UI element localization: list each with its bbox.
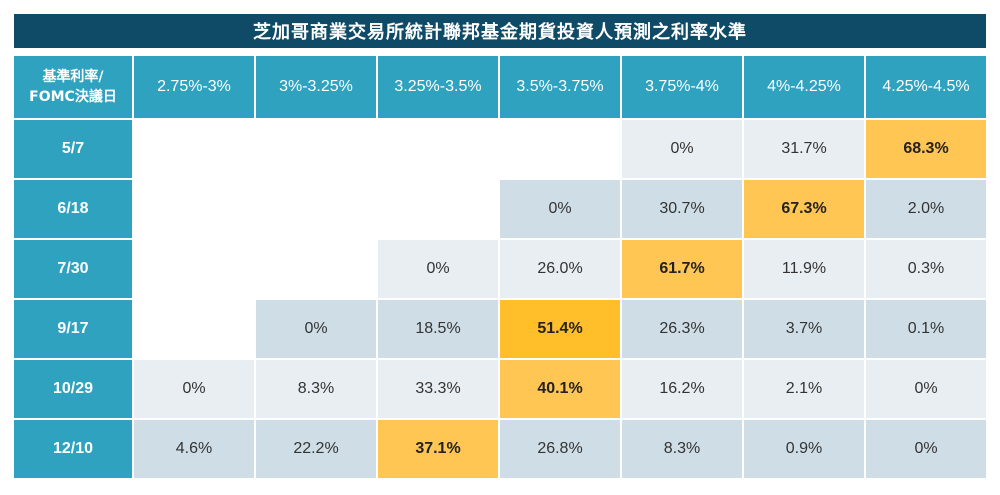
column-header: 3.25%-3.5%	[378, 56, 498, 118]
table-cell-highlight: 67.3%	[744, 180, 864, 238]
column-header: 3.75%-4%	[622, 56, 742, 118]
table-cell	[256, 180, 376, 238]
corner-header-line1: 基準利率/	[42, 69, 104, 85]
rate-probability-table: 基準利率/ FOMC決議日 2.75%-3% 3%-3.25% 3.25%-3.…	[14, 56, 986, 478]
table-cell	[256, 120, 376, 178]
row-header: 12/10	[14, 420, 132, 478]
table-cell: 0%	[866, 420, 986, 478]
table-cell-highlight: 37.1%	[378, 420, 498, 478]
table-cell: 4.6%	[134, 420, 254, 478]
row-header: 6/18	[14, 180, 132, 238]
table-cell	[134, 180, 254, 238]
table-cell: 0%	[378, 240, 498, 298]
table-cell: 11.9%	[744, 240, 864, 298]
column-header: 2.75%-3%	[134, 56, 254, 118]
table-cell-highlight: 51.4%	[500, 300, 620, 358]
table-cell: 22.2%	[256, 420, 376, 478]
table-cell	[378, 120, 498, 178]
table-cell-highlight: 40.1%	[500, 360, 620, 418]
table-cell: 0%	[256, 300, 376, 358]
column-header: 4%-4.25%	[744, 56, 864, 118]
table-title: 芝加哥商業交易所統計聯邦基金期貨投資人預測之利率水準	[14, 14, 986, 48]
row-header: 9/17	[14, 300, 132, 358]
table-cell: 33.3%	[378, 360, 498, 418]
table-cell: 0.9%	[744, 420, 864, 478]
table-cell-highlight: 68.3%	[866, 120, 986, 178]
table-cell: 31.7%	[744, 120, 864, 178]
table-cell: 0%	[866, 360, 986, 418]
column-header: 4.25%-4.5%	[866, 56, 986, 118]
corner-header: 基準利率/ FOMC決議日	[14, 56, 132, 118]
table-cell: 26.3%	[622, 300, 742, 358]
table-cell: 0%	[622, 120, 742, 178]
table-cell: 8.3%	[256, 360, 376, 418]
table-cell: 26.8%	[500, 420, 620, 478]
table-cell: 26.0%	[500, 240, 620, 298]
table-cell: 0%	[134, 360, 254, 418]
table-cell-highlight: 61.7%	[622, 240, 742, 298]
table-cell: 8.3%	[622, 420, 742, 478]
table-cell: 3.7%	[744, 300, 864, 358]
table-cell	[134, 120, 254, 178]
table-cell: 2.0%	[866, 180, 986, 238]
table-cell: 0%	[500, 180, 620, 238]
corner-header-line2: FOMC決議日	[29, 89, 117, 105]
table-cell: 0.1%	[866, 300, 986, 358]
column-header: 3.5%-3.75%	[500, 56, 620, 118]
table-cell: 2.1%	[744, 360, 864, 418]
row-header: 10/29	[14, 360, 132, 418]
row-header: 5/7	[14, 120, 132, 178]
table-cell: 16.2%	[622, 360, 742, 418]
column-header: 3%-3.25%	[256, 56, 376, 118]
table-cell: 0.3%	[866, 240, 986, 298]
table-cell	[378, 180, 498, 238]
table-cell	[134, 240, 254, 298]
table-cell	[500, 120, 620, 178]
row-header: 7/30	[14, 240, 132, 298]
table-cell	[134, 300, 254, 358]
table-cell: 18.5%	[378, 300, 498, 358]
table-cell: 30.7%	[622, 180, 742, 238]
table-cell	[256, 240, 376, 298]
